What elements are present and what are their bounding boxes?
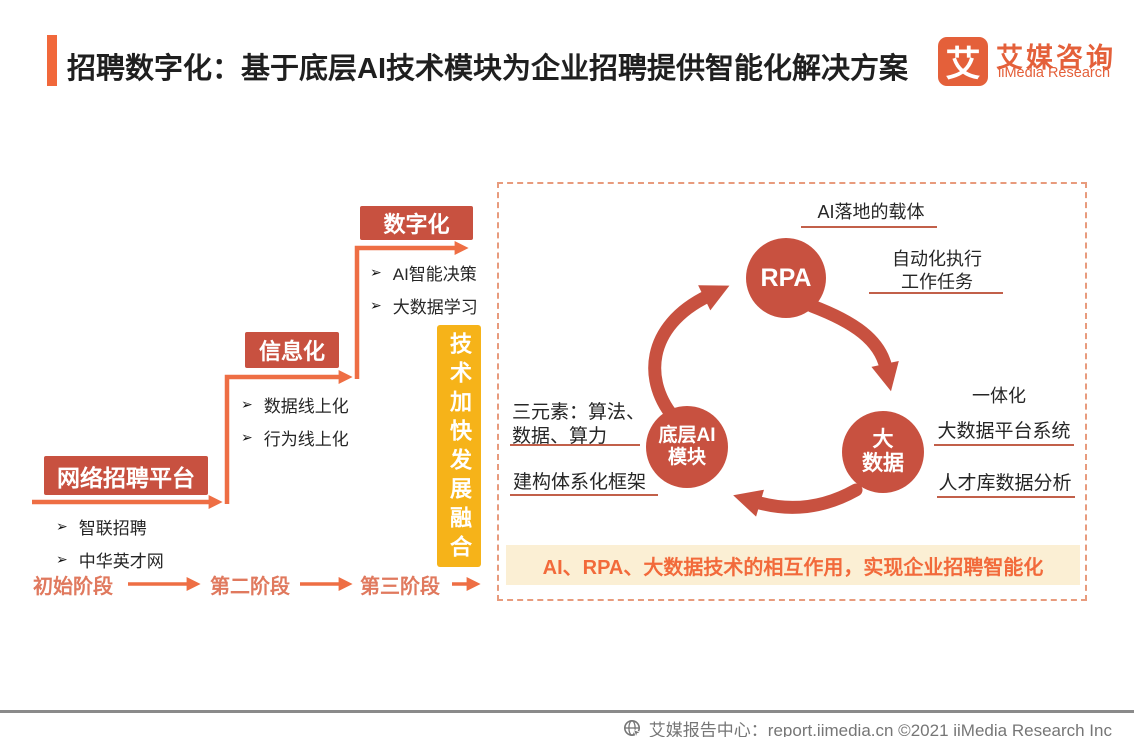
- node-label-line1: 底层AI: [658, 425, 716, 447]
- accelerator-label: 技术加快发展融合: [447, 332, 472, 564]
- annotation-rpa-top: AI落地的载体: [817, 202, 925, 222]
- logo-glyph: 艾: [945, 45, 981, 84]
- list-item-label: 数据线上化: [263, 397, 349, 416]
- list-item-label: 中华英才网: [78, 552, 164, 571]
- cycle-summary-banner: AI、RPA、大数据技术的相互作用，实现企业招聘智能化: [506, 545, 1080, 585]
- page-title: 招聘数字化：基于底层AI技术模块为企业招聘提供智能化解决方案: [67, 53, 909, 85]
- logo-brand-en: iiMedia Research: [998, 65, 1111, 81]
- annotation-bigdata-1: 一体化: [972, 386, 1026, 406]
- list-item-label: AI智能决策: [392, 265, 477, 284]
- cycle-panel: [497, 182, 1087, 601]
- list-item-label: 智联招聘: [78, 519, 147, 538]
- list-item: ➢ AI智能决策: [370, 260, 477, 285]
- footer-divider: [0, 710, 1134, 713]
- annotation-underline: [510, 444, 640, 446]
- list-item-label: 行为线上化: [263, 430, 349, 449]
- arrow-bullet-icon: ➢: [370, 297, 382, 313]
- annotation-rpa-right-line1: 自动化执行: [892, 249, 982, 269]
- cycle-node-rpa: RPA: [746, 238, 826, 318]
- logo-brand-cn: 艾媒咨询: [996, 43, 1116, 73]
- footer-text: 艾媒报告中心：report.iimedia.cn ©2021 iiMedia R…: [648, 721, 1112, 737]
- node-label: RPA: [760, 263, 812, 292]
- phase-label-second: 第二阶段: [210, 576, 290, 598]
- footer: 艾媒报告中心：report.iimedia.cn ©2021 iiMedia R…: [623, 716, 1112, 737]
- iimedia-logo-icon: 艾: [938, 37, 988, 86]
- node-label-line2: 数据: [862, 452, 904, 475]
- cycle-node-underlying-ai: 底层AI 模块: [646, 406, 728, 488]
- node-label-line2: 模块: [667, 447, 706, 468]
- globe-cursor-icon: [623, 720, 642, 737]
- cycle-summary-text: AI、RPA、大数据技术的相互作用，实现企业招聘智能化: [542, 556, 1044, 579]
- accelerator-banner: 技术加快发展融合: [437, 325, 481, 567]
- arrow-bullet-icon: ➢: [241, 429, 253, 445]
- list-item: ➢ 中华英才网: [56, 547, 164, 572]
- annotation-underline: [869, 292, 1003, 294]
- arrow-bullet-icon: ➢: [56, 518, 68, 534]
- annotation-ai-line1: 三元素：算法、: [512, 402, 646, 423]
- node-label-line1: 大: [872, 427, 894, 451]
- phase-label-initial: 初始阶段: [33, 576, 113, 598]
- list-item: ➢ 行为线上化: [241, 425, 349, 450]
- stage-box-digitalization: 数字化: [360, 206, 473, 240]
- annotation-bigdata-2: 大数据平台系统: [937, 421, 1071, 442]
- cycle-node-bigdata: 大 数据: [842, 411, 924, 493]
- annotation-bigdata-3: 人才库数据分析: [938, 473, 1072, 494]
- annotation-underline: [510, 494, 658, 496]
- arrow-bullet-icon: ➢: [56, 551, 68, 567]
- annotation-rpa-right-line2: 工作任务: [901, 272, 973, 292]
- phase-label-third: 第三阶段: [360, 576, 440, 598]
- list-item: ➢ 数据线上化: [241, 392, 349, 417]
- annotation-ai-2: 建构体系化框架: [513, 472, 647, 493]
- list-item: ➢ 智联招聘: [56, 514, 147, 539]
- stage-box-informatization: 信息化: [245, 332, 339, 368]
- arrow-bullet-icon: ➢: [370, 264, 382, 280]
- stage-box-network-recruiting: 网络招聘平台: [44, 456, 208, 495]
- arrow-bullet-icon: ➢: [241, 396, 253, 412]
- annotation-ai-line2: 数据、算力: [512, 426, 608, 447]
- annotation-underline: [801, 226, 937, 228]
- annotation-underline: [937, 496, 1075, 498]
- annotation-underline: [934, 444, 1074, 446]
- list-item: ➢ 大数据学习: [370, 293, 478, 318]
- title-accent-bar: [47, 35, 57, 86]
- list-item-label: 大数据学习: [392, 298, 478, 317]
